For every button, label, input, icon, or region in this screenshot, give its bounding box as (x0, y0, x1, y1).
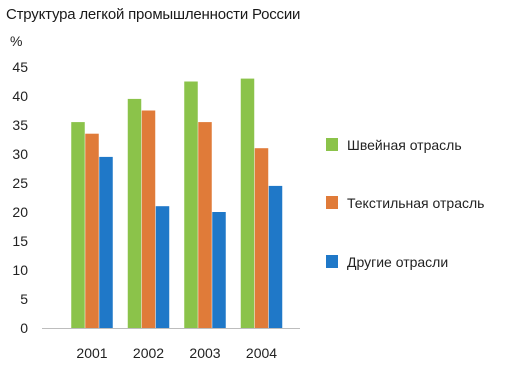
y-unit-label: % (10, 33, 22, 49)
bar-other-2002 (156, 206, 170, 328)
legend: Швейная отрасль Текстильная отрасль Другие… (326, 137, 484, 270)
bar-other-2003 (212, 212, 226, 328)
legend-swatch (326, 255, 338, 268)
y-tick-label: 15 (12, 233, 28, 249)
legend-label: Другие отрасли (347, 254, 448, 270)
legend-swatch (326, 138, 338, 151)
bar-textile-2003 (198, 122, 212, 328)
bar-textile-2004 (255, 148, 269, 328)
y-tick-label: 20 (12, 204, 28, 220)
y-tick-label: 10 (12, 262, 28, 278)
y-tick-label: 40 (12, 88, 28, 104)
y-tick-label: 45 (12, 59, 28, 75)
legend-item-sewing: Швейная отрасль (326, 137, 462, 153)
bar-sewing-2004 (241, 79, 255, 328)
x-tick-label: 2003 (189, 345, 220, 361)
y-tick-label: 5 (20, 291, 28, 307)
bar-sewing-2002 (128, 99, 142, 328)
bar-sewing-2003 (184, 82, 198, 329)
y-tick-label: 30 (12, 146, 28, 162)
bar-textile-2002 (142, 111, 156, 329)
x-tick-label: 2004 (246, 345, 277, 361)
legend-item-textile: Текстильная отрасль (326, 195, 484, 211)
y-tick-label: 35 (12, 117, 28, 133)
y-tick-label: 0 (20, 320, 28, 336)
bar-sewing-2001 (71, 122, 85, 328)
bars (71, 79, 282, 328)
bar-other-2004 (269, 186, 283, 328)
bar-textile-2001 (85, 134, 99, 328)
x-axis-ticks: 2001 2002 2003 2004 (76, 345, 277, 361)
x-tick-label: 2002 (133, 345, 164, 361)
legend-label: Швейная отрасль (347, 137, 462, 153)
y-tick-label: 25 (12, 175, 28, 191)
bar-other-2001 (99, 157, 113, 328)
legend-label: Текстильная отрасль (347, 195, 484, 211)
legend-swatch (326, 196, 338, 209)
y-axis-ticks: 0 5 10 15 20 25 30 35 40 45 (12, 59, 28, 336)
x-tick-label: 2001 (76, 345, 107, 361)
legend-item-other: Другие отрасли (326, 254, 448, 270)
